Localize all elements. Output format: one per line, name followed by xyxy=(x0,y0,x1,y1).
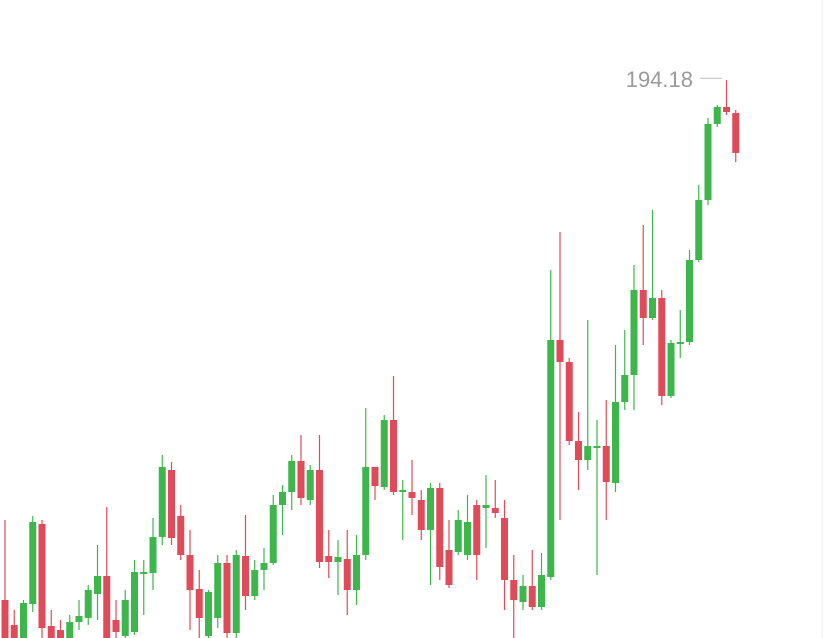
candle-body xyxy=(20,603,27,638)
candle-body xyxy=(436,488,444,567)
candle-body xyxy=(140,572,148,574)
candle-body xyxy=(112,620,120,632)
candle-body xyxy=(214,563,222,618)
candle-body xyxy=(713,107,721,124)
candle-body xyxy=(66,622,74,638)
candle-body xyxy=(131,572,138,632)
candle-body xyxy=(556,340,564,362)
candle-body xyxy=(1,600,9,638)
candle-body xyxy=(121,600,129,636)
candle-body xyxy=(491,508,499,513)
candle-body xyxy=(538,575,545,607)
candle-body xyxy=(408,492,416,498)
peak-label: 194.18 xyxy=(626,67,693,92)
candle-body xyxy=(251,570,259,596)
candle-body xyxy=(630,290,638,375)
candle-body xyxy=(57,630,64,638)
candle-body xyxy=(158,467,166,537)
candle-body xyxy=(510,580,518,600)
candle-body xyxy=(325,556,333,562)
candle-body xyxy=(334,557,342,562)
candle-body xyxy=(704,124,712,200)
candle-body xyxy=(75,616,83,622)
candle-body xyxy=(279,492,286,505)
candle-body xyxy=(10,625,18,638)
candle-body xyxy=(232,555,240,633)
candle-body xyxy=(676,342,684,344)
candle-body xyxy=(260,563,268,570)
candle-body xyxy=(593,446,601,448)
candle-body xyxy=(621,375,629,402)
candle-body xyxy=(473,505,481,555)
candle-body xyxy=(612,402,619,483)
candle-body xyxy=(149,537,157,573)
candle-body xyxy=(732,113,740,153)
candle-body xyxy=(464,522,471,555)
candle-body xyxy=(399,490,407,492)
candle-body xyxy=(584,446,592,460)
candle-body xyxy=(38,524,46,628)
candle-body xyxy=(94,576,101,594)
candle-body xyxy=(242,556,249,596)
candle-body xyxy=(658,298,666,396)
candle-body xyxy=(269,505,277,563)
candle-body xyxy=(353,555,360,590)
candle-body xyxy=(723,107,730,112)
candle-body xyxy=(380,420,388,487)
candle-body xyxy=(343,559,351,590)
candle-body xyxy=(427,488,434,530)
candle-body xyxy=(667,343,675,396)
candle-body xyxy=(445,550,453,585)
candle-body xyxy=(575,441,582,460)
candle-body xyxy=(528,586,536,607)
candle-body xyxy=(602,446,610,482)
candle-body xyxy=(288,461,296,492)
candle-body xyxy=(362,467,370,555)
candle-body xyxy=(482,505,490,508)
candle-body xyxy=(371,467,379,486)
candle-body xyxy=(84,590,92,618)
candle-body xyxy=(519,586,527,602)
candle-body xyxy=(205,592,212,636)
candle-body xyxy=(47,626,55,638)
candle-body xyxy=(695,200,703,260)
candle-body xyxy=(547,340,555,577)
candle-body xyxy=(639,290,647,318)
candle-body xyxy=(454,520,462,552)
candle-body xyxy=(316,470,323,562)
candle-body xyxy=(565,362,573,441)
candle-body xyxy=(297,461,305,498)
candle-body xyxy=(186,555,194,590)
candle-body xyxy=(177,516,185,555)
candle-body xyxy=(306,470,314,500)
candle-body xyxy=(649,298,656,318)
candle-body xyxy=(417,500,425,530)
candle-body xyxy=(103,576,111,638)
candle-body xyxy=(686,260,693,342)
candle-body xyxy=(195,589,203,618)
candle-body xyxy=(168,470,175,538)
candle-body xyxy=(390,420,397,492)
candle-body xyxy=(223,563,231,633)
candle-body xyxy=(501,518,508,580)
candle-body xyxy=(29,522,37,604)
